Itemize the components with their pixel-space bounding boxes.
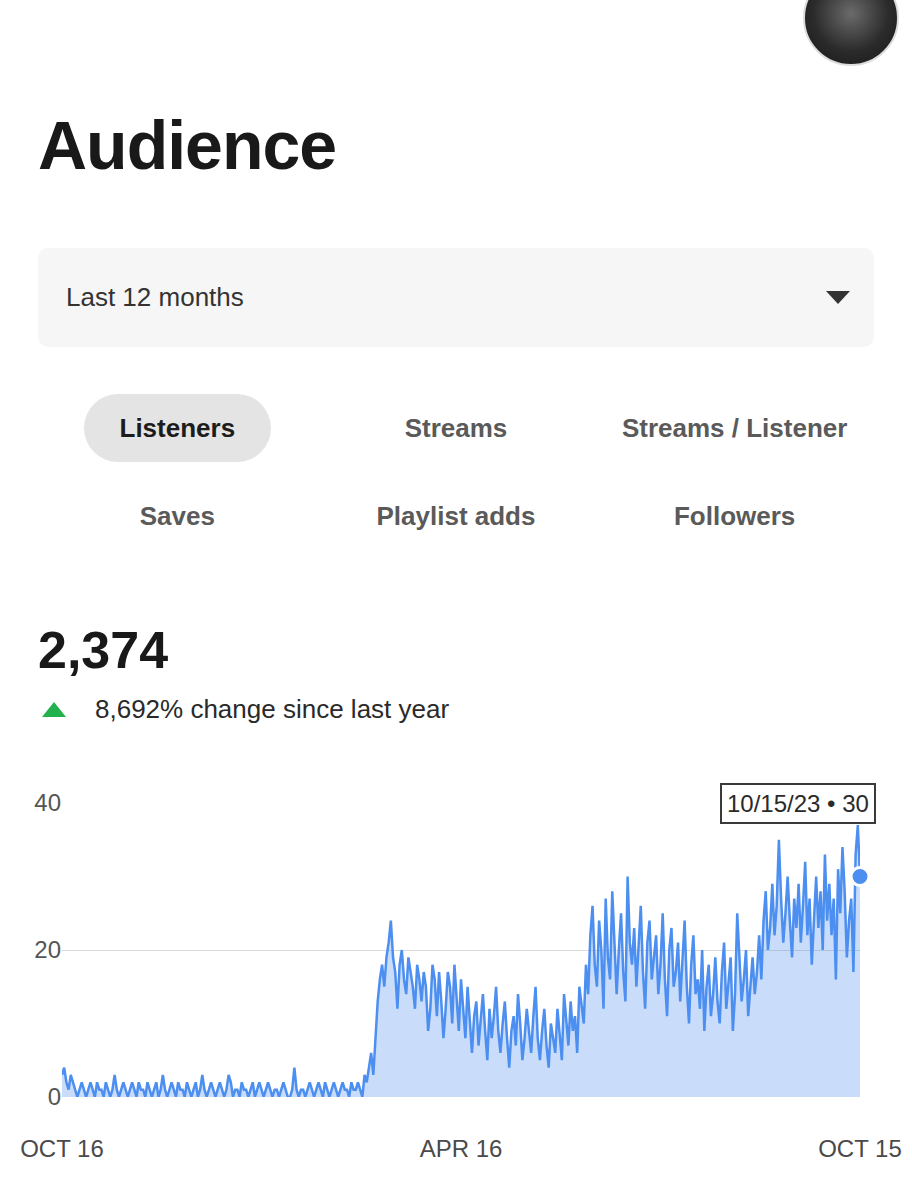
svg-text:40: 40	[34, 789, 61, 816]
html-text:Saves: Saves	[139, 501, 215, 531]
svg-text:20: 20	[34, 936, 61, 963]
svg-text:APR 16: APR 16	[420, 1135, 503, 1162]
html-text:Last 12 months: Last 12 months	[66, 282, 244, 312]
svg-text:OCT 15: OCT 15	[818, 1135, 902, 1162]
svg-text:0: 0	[48, 1083, 61, 1110]
svg-text:10/15/23 • 30: 10/15/23 • 30	[727, 790, 869, 817]
html-text:Streams / Listener: Streams / Listener	[621, 413, 848, 443]
html-text:Audience: Audience	[38, 107, 337, 183]
html-text:2,374: 2,374	[38, 621, 169, 679]
html-text:Playlist adds: Playlist adds	[376, 501, 536, 531]
html-text:8,692% change since last year: 8,692% change since last year	[95, 694, 450, 724]
html-text:Followers: Followers	[674, 501, 796, 531]
html-text:Streams: Streams	[404, 413, 508, 443]
svg-text:OCT 16: OCT 16	[20, 1135, 104, 1162]
html-text:Listeners: Listeners	[119, 413, 236, 443]
